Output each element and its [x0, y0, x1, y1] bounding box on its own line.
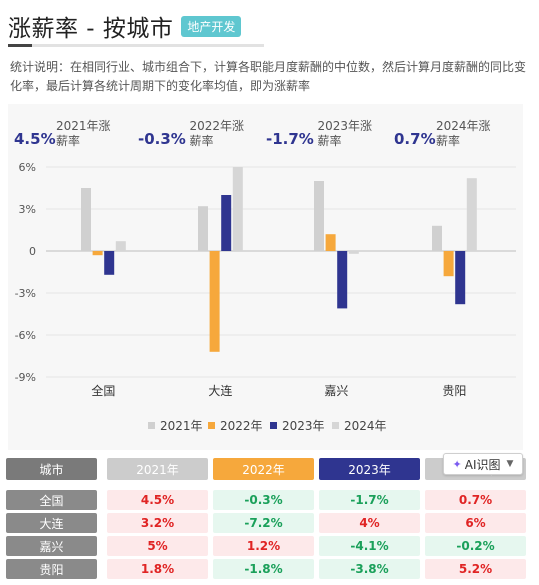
table-row: 大连 3.2% -7.2% 4% 6% [6, 513, 526, 533]
row-value: 1.2% [213, 536, 314, 556]
statistics-note: 统计说明：在相同行业、城市组合下，计算各职能月度薪酬的中位数，然后计算月度薪酬的… [10, 60, 527, 93]
row-city: 全国 [6, 490, 97, 510]
bar [314, 181, 324, 251]
row-value: -1.7% [319, 490, 420, 510]
x-category-label: 全国 [91, 383, 115, 398]
summary-label: 2022年涨 [190, 118, 245, 133]
row-value: 5.2% [425, 559, 526, 579]
row-value: 4% [319, 513, 420, 533]
row-value: 6% [425, 513, 526, 533]
y-tick-label: 3% [19, 203, 36, 216]
summary-label: 2021年涨 [56, 118, 111, 133]
y-tick-label: -3% [15, 287, 36, 300]
row-value: -0.3% [213, 490, 314, 510]
page-header: 涨薪率 - 按城市 地产开发 [8, 8, 242, 44]
sparkle-icon: ✦ [452, 457, 462, 471]
bar [92, 251, 103, 256]
legend-label: 2023年 [282, 419, 325, 433]
ai-recognize-button[interactable]: ✦ AI识图 ▼ [443, 453, 523, 475]
row-value: 4.5% [107, 490, 208, 510]
row-value: -4.1% [319, 536, 420, 556]
ai-button-label: AI识图 [464, 457, 501, 472]
row-city: 大连 [6, 513, 97, 533]
bar [432, 225, 442, 251]
header-2021[interactable]: 2021年 [107, 458, 208, 480]
summary-label: 薪率 [56, 133, 80, 148]
summary-value: -1.7% [266, 130, 314, 148]
row-value: -7.2% [213, 513, 314, 533]
legend-swatch [332, 422, 339, 429]
bar [232, 167, 243, 251]
row-city: 贵阳 [6, 559, 97, 579]
legend-label: 2024年 [344, 419, 387, 433]
bar [455, 251, 466, 305]
row-value: 0.7% [425, 490, 526, 510]
chart-card: 4.5% 2021年涨 薪率 -0.3% 2022年涨 薪率 -1.7% 2023年涨 薪率 0.… [8, 104, 523, 450]
table-row: 贵阳 1.8% -1.8% -3.8% 5.2% [6, 559, 526, 579]
summary-label: 薪率 [436, 133, 460, 148]
y-tick-label: -9% [15, 371, 36, 384]
bar [337, 251, 348, 309]
legend-label: 2021年 [160, 419, 203, 433]
bar [348, 251, 359, 254]
row-value: 5% [107, 536, 208, 556]
summary-value: 4.5% [14, 130, 56, 148]
bar [325, 234, 336, 251]
bar [81, 188, 91, 251]
row-value: -0.2% [425, 536, 526, 556]
legend-swatch [148, 422, 155, 429]
summary-label: 薪率 [318, 133, 342, 148]
row-value: -3.8% [319, 559, 420, 579]
bar [443, 251, 454, 277]
legend-swatch [208, 422, 215, 429]
title-underline [8, 44, 264, 47]
y-tick-label: -6% [15, 329, 36, 342]
row-value: 1.8% [107, 559, 208, 579]
bar [115, 241, 126, 251]
row-city: 嘉兴 [6, 536, 97, 556]
bar [104, 251, 115, 275]
header-city: 城市 [6, 458, 97, 480]
header-2023[interactable]: 2023年 [319, 458, 420, 480]
row-value: -1.8% [213, 559, 314, 579]
row-value: 3.2% [107, 513, 208, 533]
chevron-down-icon: ▼ [506, 459, 514, 469]
table-row: 全国 4.5% -0.3% -1.7% 0.7% [6, 490, 526, 510]
bar [198, 206, 208, 251]
page-title: 涨薪率 - 按城市 [8, 16, 174, 42]
data-table: 城市 2021年 2022年 2023年 2024年 全国 4.5% -0.3%… [6, 458, 526, 582]
x-category-label: 嘉兴 [324, 384, 348, 398]
summary-label: 2024年涨 [436, 118, 491, 133]
legend-swatch [270, 422, 277, 429]
summary-value: 0.7% [394, 130, 436, 148]
industry-tag[interactable]: 地产开发 [181, 15, 242, 37]
summary-value: -0.3% [138, 130, 186, 148]
x-category-label: 大连 [208, 383, 232, 398]
legend-label: 2022年 [220, 419, 263, 433]
x-category-label: 贵阳 [442, 384, 466, 398]
table-row: 嘉兴 5% 1.2% -4.1% -0.2% [6, 536, 526, 556]
bar [221, 195, 232, 251]
summary-label: 薪率 [190, 133, 214, 148]
bar [466, 178, 477, 251]
header-2022[interactable]: 2022年 [213, 458, 314, 480]
y-tick-label: 6% [19, 161, 36, 174]
y-tick-label: 0 [29, 245, 36, 258]
bar [209, 251, 220, 352]
summary-label: 2023年涨 [318, 118, 373, 133]
